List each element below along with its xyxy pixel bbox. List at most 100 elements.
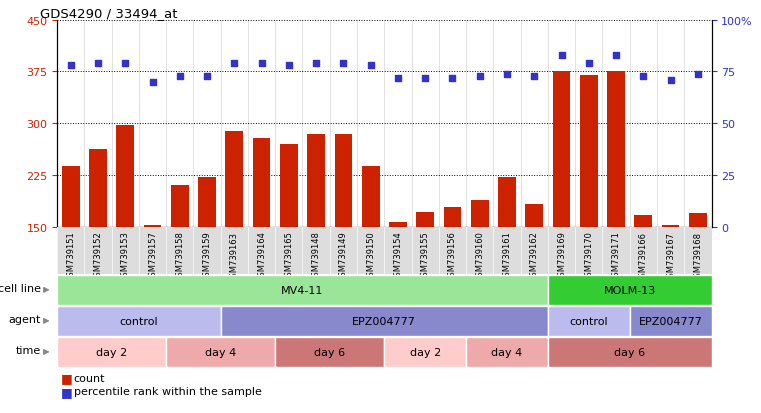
Text: GSM739167: GSM739167 <box>666 231 675 282</box>
Bar <box>525 204 543 330</box>
Point <box>365 63 377 69</box>
Bar <box>416 212 434 330</box>
Bar <box>89 150 107 330</box>
Bar <box>57 337 166 367</box>
Text: control: control <box>569 316 608 326</box>
Point <box>637 73 649 80</box>
Text: GSM739155: GSM739155 <box>421 231 430 282</box>
Text: day 4: day 4 <box>205 347 237 357</box>
Text: GSM739169: GSM739169 <box>557 231 566 282</box>
Bar <box>548 337 712 367</box>
Bar <box>307 134 325 330</box>
Point <box>692 71 704 78</box>
Text: GSM739163: GSM739163 <box>230 231 239 282</box>
Point <box>419 75 431 82</box>
Point <box>256 61 268 67</box>
Bar <box>171 186 189 330</box>
Bar <box>166 337 275 367</box>
Text: GSM739156: GSM739156 <box>448 231 457 282</box>
Bar <box>548 306 630 336</box>
Text: GSM739160: GSM739160 <box>476 231 484 282</box>
Text: GSM739149: GSM739149 <box>339 231 348 282</box>
Bar <box>630 306 712 336</box>
Text: GDS4290 / 33494_at: GDS4290 / 33494_at <box>40 7 177 19</box>
Bar <box>607 72 625 330</box>
Bar <box>662 226 680 330</box>
Bar <box>57 306 221 336</box>
Point <box>583 61 595 67</box>
Bar <box>144 226 161 330</box>
Text: GSM739158: GSM739158 <box>175 231 184 282</box>
Bar <box>280 145 298 330</box>
Text: day 6: day 6 <box>614 347 645 357</box>
Bar <box>498 178 516 330</box>
Bar <box>225 132 244 330</box>
Point <box>146 79 158 86</box>
Text: GSM739159: GSM739159 <box>202 231 212 282</box>
Point <box>392 75 404 82</box>
Text: EPZ004777: EPZ004777 <box>638 316 702 326</box>
Bar <box>361 166 380 330</box>
Point <box>528 73 540 80</box>
Point <box>501 71 513 78</box>
Text: ■: ■ <box>61 371 72 385</box>
Bar <box>552 72 571 330</box>
Bar <box>221 306 548 336</box>
Bar <box>580 76 597 330</box>
Bar <box>275 337 384 367</box>
Text: day 4: day 4 <box>492 347 523 357</box>
Bar <box>62 166 80 330</box>
Text: day 2: day 2 <box>96 347 127 357</box>
Bar <box>253 139 270 330</box>
Text: MOLM-13: MOLM-13 <box>603 285 656 295</box>
Text: GSM739166: GSM739166 <box>639 231 648 282</box>
Text: day 2: day 2 <box>409 347 441 357</box>
Point <box>174 73 186 80</box>
Bar <box>548 275 712 305</box>
Point <box>201 73 213 80</box>
Bar <box>335 134 352 330</box>
Text: GSM739165: GSM739165 <box>285 231 293 282</box>
Point <box>228 61 240 67</box>
Text: GSM739152: GSM739152 <box>94 231 103 282</box>
Bar <box>471 201 489 330</box>
Bar <box>689 214 707 330</box>
Text: GSM739157: GSM739157 <box>148 231 157 282</box>
Point <box>556 52 568 59</box>
Text: day 6: day 6 <box>314 347 345 357</box>
Text: GSM739151: GSM739151 <box>66 231 75 282</box>
Bar <box>116 125 134 330</box>
Text: count: count <box>74 373 105 383</box>
Point <box>473 73 486 80</box>
Point <box>283 63 295 69</box>
Text: GSM739170: GSM739170 <box>584 231 594 282</box>
Text: MV4-11: MV4-11 <box>282 285 323 295</box>
Text: time: time <box>16 346 41 356</box>
Point <box>664 77 677 84</box>
Point <box>92 61 104 67</box>
Text: GSM739148: GSM739148 <box>312 231 320 282</box>
Point <box>337 61 349 67</box>
Point <box>119 61 132 67</box>
Bar <box>198 178 216 330</box>
Bar <box>389 222 407 330</box>
Text: percentile rank within the sample: percentile rank within the sample <box>74 386 262 396</box>
Bar <box>384 337 466 367</box>
Bar <box>57 275 548 305</box>
Text: GSM739171: GSM739171 <box>612 231 620 282</box>
Text: GSM739164: GSM739164 <box>257 231 266 282</box>
Point <box>447 75 459 82</box>
Text: GSM739154: GSM739154 <box>393 231 403 282</box>
Bar <box>466 337 548 367</box>
Text: GSM739150: GSM739150 <box>366 231 375 282</box>
Point <box>310 61 322 67</box>
Text: ■: ■ <box>61 385 72 398</box>
Text: control: control <box>119 316 158 326</box>
Point <box>65 63 77 69</box>
Text: GSM739161: GSM739161 <box>502 231 511 282</box>
Point <box>610 52 622 59</box>
Text: cell line: cell line <box>0 284 41 294</box>
Bar <box>635 216 652 330</box>
Text: EPZ004777: EPZ004777 <box>352 316 416 326</box>
Text: GSM739162: GSM739162 <box>530 231 539 282</box>
